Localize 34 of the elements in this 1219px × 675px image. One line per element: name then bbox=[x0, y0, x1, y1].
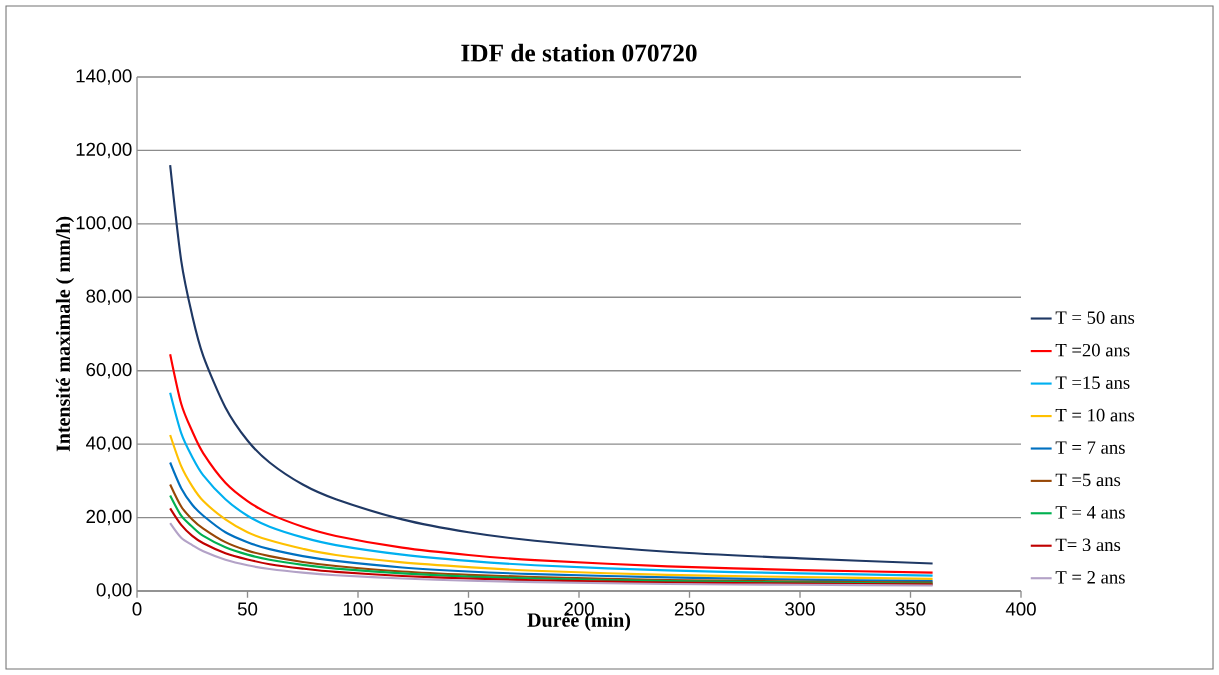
chart-title: IDF de station 070720 bbox=[461, 43, 697, 62]
y-tick-label: 40,00 bbox=[86, 436, 132, 452]
legend-label: T = 2 ans bbox=[1055, 571, 1125, 584]
legend-label: T= 3 ans bbox=[1055, 538, 1121, 552]
x-tick-label: 150 bbox=[454, 602, 484, 616]
y-tick-label: 100,00 bbox=[76, 216, 132, 232]
legend-label: T =15 ans bbox=[1055, 376, 1130, 389]
x-tick-label: 350 bbox=[895, 602, 926, 616]
line-series bbox=[169, 433, 934, 580]
legend-label: T = 7 ans bbox=[1055, 441, 1125, 454]
x-tick-label: 300 bbox=[785, 602, 815, 616]
y-tick-label: 20,00 bbox=[86, 509, 132, 526]
legend-label: T =20 ans bbox=[1055, 343, 1130, 357]
line-series bbox=[169, 353, 934, 574]
y-axis-title: Intensité maximale ( mm/h) bbox=[55, 216, 75, 452]
x-tick-label: 100 bbox=[343, 602, 373, 616]
legend-label: T = 10 ans bbox=[1055, 408, 1135, 422]
line-series bbox=[169, 507, 934, 586]
y-tick-label: 140,00 bbox=[76, 69, 132, 85]
line-series bbox=[169, 461, 934, 583]
legend-label: T =5 ans bbox=[1055, 473, 1121, 487]
line-series bbox=[169, 164, 934, 565]
y-tick-label: 0,00 bbox=[96, 583, 132, 599]
line-series bbox=[169, 391, 934, 577]
x-tick-label: 0 bbox=[132, 602, 142, 616]
line-series bbox=[169, 522, 934, 587]
x-tick-label: 50 bbox=[237, 602, 258, 616]
y-tick-label: 120,00 bbox=[76, 142, 132, 159]
x-tick-label: 250 bbox=[674, 602, 705, 616]
y-tick-label: 80,00 bbox=[86, 289, 132, 305]
x-tick-label: 400 bbox=[1005, 602, 1036, 616]
legend-label: T = 4 ans bbox=[1055, 506, 1125, 519]
legend-label: T = 50 ans bbox=[1055, 311, 1135, 324]
y-tick-label: 60,00 bbox=[86, 362, 132, 379]
